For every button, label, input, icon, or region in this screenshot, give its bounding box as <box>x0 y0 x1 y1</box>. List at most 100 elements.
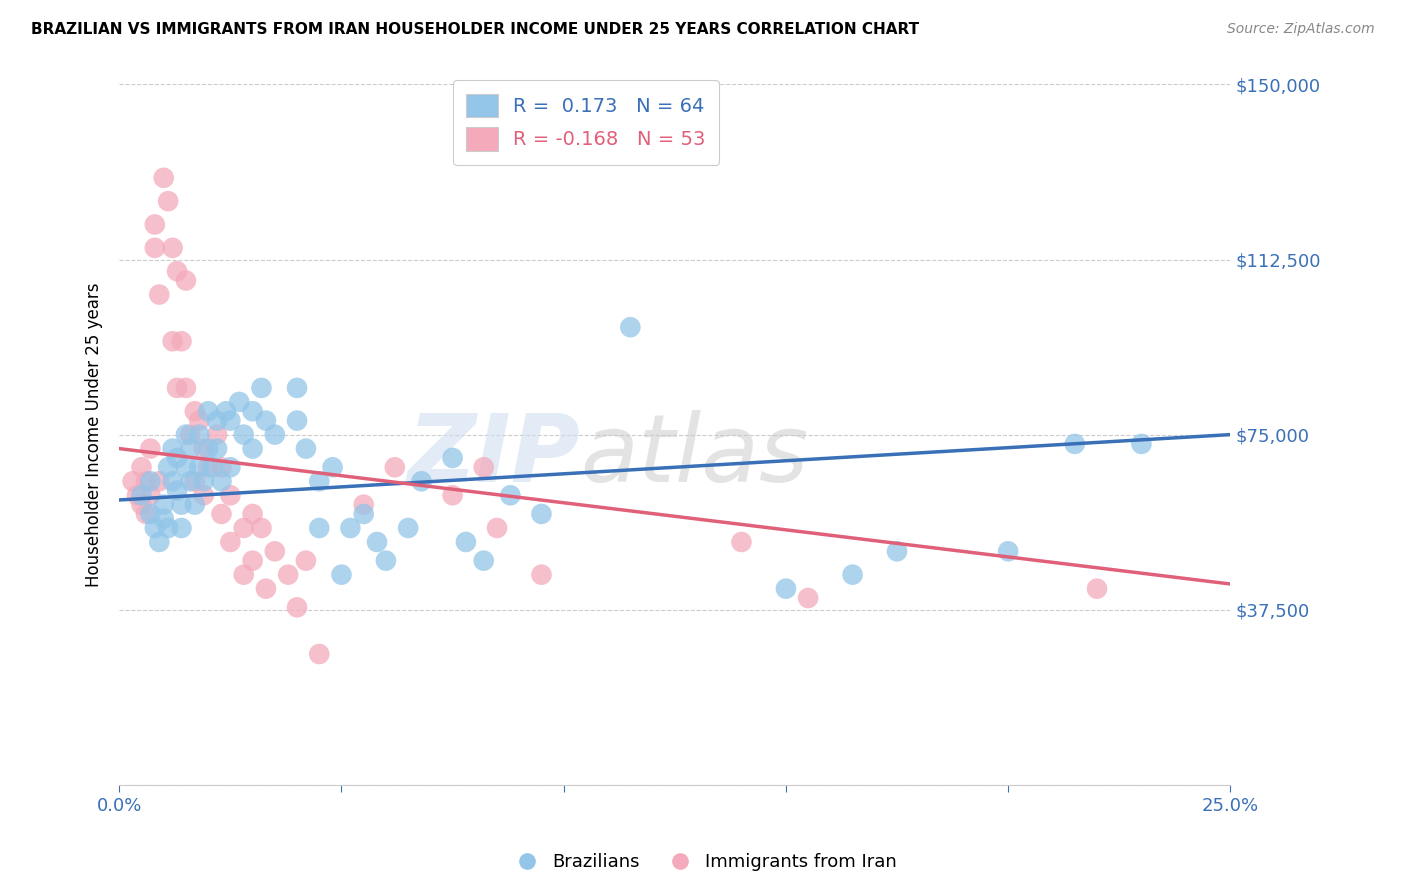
Point <box>366 535 388 549</box>
Point <box>232 567 254 582</box>
Point <box>162 442 184 456</box>
Point <box>157 460 180 475</box>
Point <box>232 521 254 535</box>
Point <box>285 381 308 395</box>
Point <box>170 521 193 535</box>
Point <box>188 427 211 442</box>
Point <box>152 498 174 512</box>
Point <box>841 567 863 582</box>
Point <box>188 460 211 475</box>
Point <box>472 554 495 568</box>
Point <box>219 460 242 475</box>
Point <box>131 498 153 512</box>
Point <box>139 442 162 456</box>
Point <box>131 460 153 475</box>
Point <box>330 567 353 582</box>
Point <box>219 488 242 502</box>
Point <box>215 404 238 418</box>
Point <box>125 488 148 502</box>
Point <box>152 511 174 525</box>
Point <box>219 414 242 428</box>
Point <box>135 475 157 489</box>
Point <box>730 535 752 549</box>
Point <box>242 404 264 418</box>
Point <box>339 521 361 535</box>
Point <box>139 475 162 489</box>
Point <box>166 381 188 395</box>
Text: atlas: atlas <box>581 410 808 501</box>
Point <box>1063 437 1085 451</box>
Point <box>205 427 228 442</box>
Point <box>211 475 233 489</box>
Point <box>396 521 419 535</box>
Point <box>997 544 1019 558</box>
Text: ZIP: ZIP <box>408 409 581 501</box>
Point <box>174 427 197 442</box>
Point <box>228 395 250 409</box>
Point <box>166 450 188 465</box>
Point <box>486 521 509 535</box>
Point <box>162 334 184 349</box>
Point <box>166 483 188 498</box>
Point <box>193 442 215 456</box>
Point <box>285 600 308 615</box>
Point <box>197 442 219 456</box>
Point <box>619 320 641 334</box>
Point <box>384 460 406 475</box>
Point <box>254 582 277 596</box>
Text: Source: ZipAtlas.com: Source: ZipAtlas.com <box>1227 22 1375 37</box>
Point <box>135 507 157 521</box>
Point <box>441 450 464 465</box>
Point <box>242 507 264 521</box>
Point <box>211 460 233 475</box>
Legend: R =  0.173   N = 64, R = -0.168   N = 53: R = 0.173 N = 64, R = -0.168 N = 53 <box>453 80 718 164</box>
Point <box>201 460 224 475</box>
Point <box>308 475 330 489</box>
Point <box>775 582 797 596</box>
Point <box>193 475 215 489</box>
Point <box>308 521 330 535</box>
Point <box>374 554 396 568</box>
Point <box>242 554 264 568</box>
Point <box>797 591 820 605</box>
Point <box>472 460 495 475</box>
Point <box>1130 437 1153 451</box>
Point <box>322 460 344 475</box>
Text: BRAZILIAN VS IMMIGRANTS FROM IRAN HOUSEHOLDER INCOME UNDER 25 YEARS CORRELATION : BRAZILIAN VS IMMIGRANTS FROM IRAN HOUSEH… <box>31 22 920 37</box>
Point <box>242 442 264 456</box>
Point <box>197 404 219 418</box>
Point <box>250 381 273 395</box>
Point <box>157 521 180 535</box>
Point <box>162 241 184 255</box>
Point <box>143 521 166 535</box>
Point <box>295 442 318 456</box>
Point <box>174 381 197 395</box>
Point <box>179 442 201 456</box>
Point <box>308 647 330 661</box>
Point <box>143 218 166 232</box>
Point <box>205 442 228 456</box>
Point <box>166 264 188 278</box>
Y-axis label: Householder Income Under 25 years: Householder Income Under 25 years <box>86 283 103 587</box>
Point <box>205 414 228 428</box>
Point <box>353 498 375 512</box>
Point <box>188 414 211 428</box>
Point <box>193 488 215 502</box>
Point <box>353 507 375 521</box>
Point <box>1085 582 1108 596</box>
Point <box>184 498 207 512</box>
Point <box>441 488 464 502</box>
Point <box>179 427 201 442</box>
Point <box>139 507 162 521</box>
Point <box>143 241 166 255</box>
Point <box>211 507 233 521</box>
Point <box>295 554 318 568</box>
Point <box>285 414 308 428</box>
Point <box>148 475 170 489</box>
Point <box>139 488 162 502</box>
Point <box>131 488 153 502</box>
Point <box>179 475 201 489</box>
Point <box>174 460 197 475</box>
Point <box>162 475 184 489</box>
Point <box>121 475 143 489</box>
